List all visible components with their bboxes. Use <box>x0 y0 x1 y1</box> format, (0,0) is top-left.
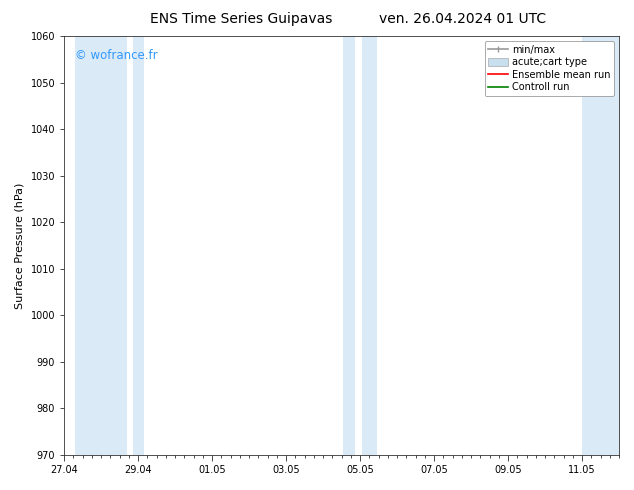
Bar <box>582 36 619 455</box>
Bar <box>75 36 127 455</box>
Bar <box>362 36 377 455</box>
Y-axis label: Surface Pressure (hPa): Surface Pressure (hPa) <box>15 182 25 309</box>
Bar <box>133 36 144 455</box>
Text: ENS Time Series Guipavas: ENS Time Series Guipavas <box>150 12 332 26</box>
Text: ven. 26.04.2024 01 UTC: ven. 26.04.2024 01 UTC <box>379 12 547 26</box>
Bar <box>344 36 354 455</box>
Legend: min/max, acute;cart type, Ensemble mean run, Controll run: min/max, acute;cart type, Ensemble mean … <box>484 41 614 96</box>
Text: © wofrance.fr: © wofrance.fr <box>75 49 158 62</box>
